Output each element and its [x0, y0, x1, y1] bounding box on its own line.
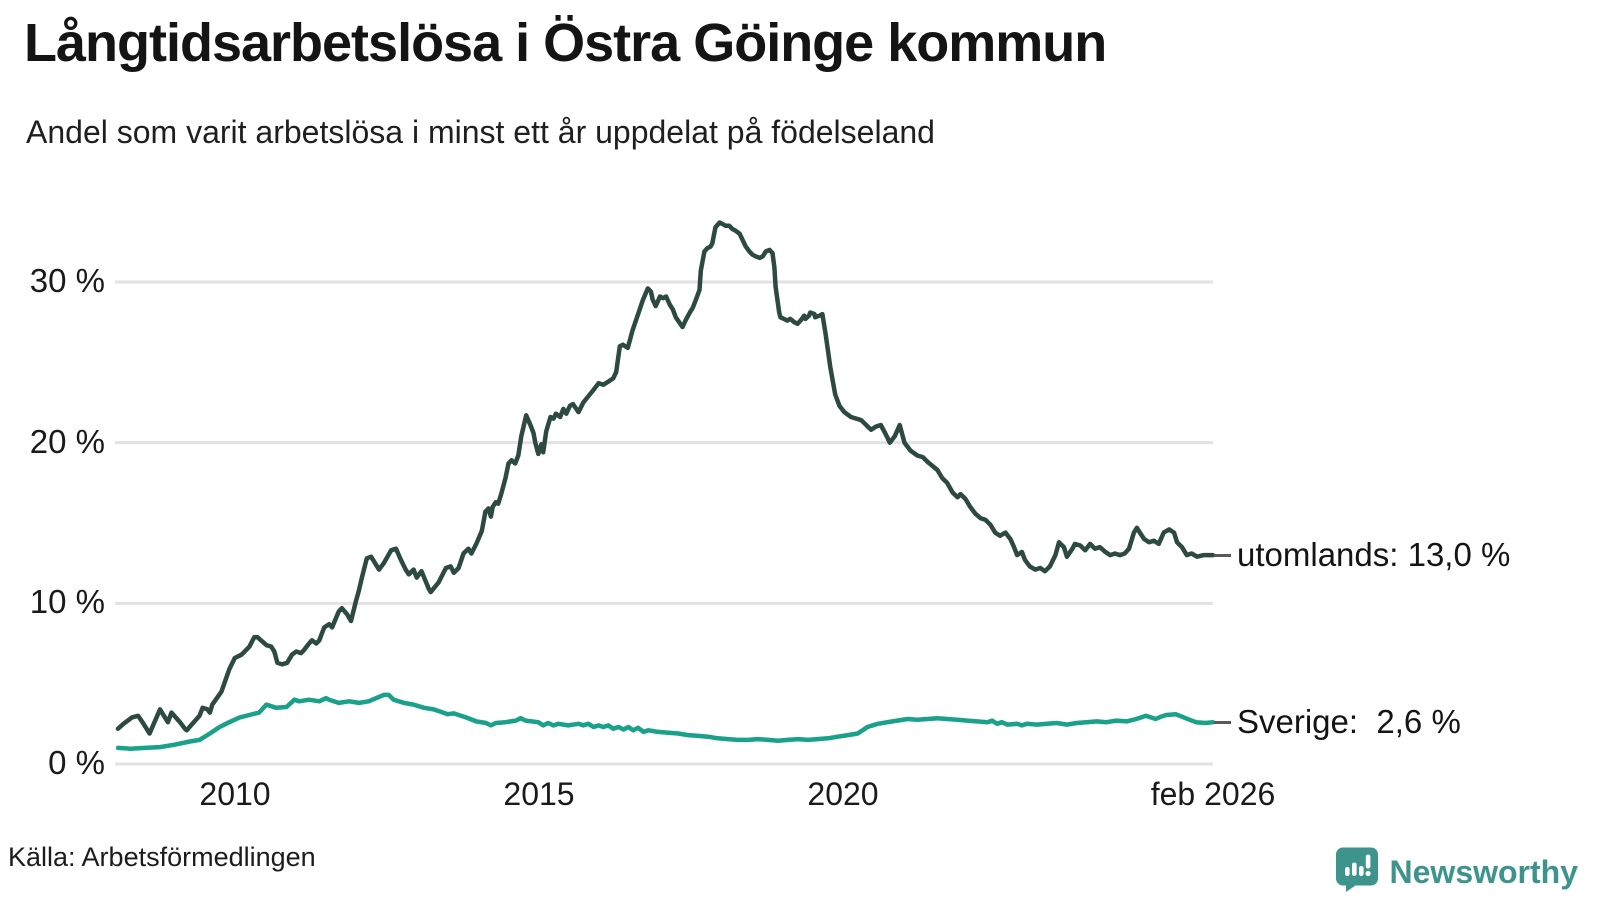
- newsworthy-brand-name: Newsworthy: [1389, 853, 1578, 890]
- x-tick-label: 2020: [807, 776, 879, 812]
- page-title: Långtidsarbetslösa i Östra Göinge kommun: [24, 13, 1107, 73]
- newsworthy-brand: Newsworthy: [1334, 846, 1578, 898]
- newsworthy-logo-icon: [1334, 846, 1380, 898]
- series-end-label-text: utomlands: 13,0 %: [1237, 536, 1511, 573]
- y-tick-label: 20 %: [29, 423, 105, 461]
- label-connector-dash: [1214, 720, 1231, 724]
- series-end-label-utomlands: utomlands: 13,0 %: [1214, 536, 1510, 574]
- y-tick-label: 10 %: [29, 583, 105, 621]
- series-end-label-sverige: Sverige: 2,6 %: [1214, 703, 1461, 741]
- label-connector-dash: [1214, 553, 1231, 557]
- y-tick-label: 30 %: [29, 262, 105, 300]
- y-tick-label: 0 %: [48, 744, 105, 782]
- x-tick-label: feb 2026: [1150, 776, 1276, 812]
- line-chart-plot: [115, 220, 1216, 766]
- x-tick-label: 2015: [503, 776, 575, 812]
- x-tick-label: 2010: [199, 776, 271, 812]
- source-attribution: Källa: Arbetsförmedlingen: [8, 842, 316, 872]
- series-line-utomlands: [115, 220, 1216, 736]
- chart-subtitle: Andel som varit arbetslösa i minst ett å…: [26, 114, 935, 150]
- series-end-label-text: Sverige: 2,6 %: [1237, 703, 1461, 740]
- series-line-sverige: [115, 692, 1216, 751]
